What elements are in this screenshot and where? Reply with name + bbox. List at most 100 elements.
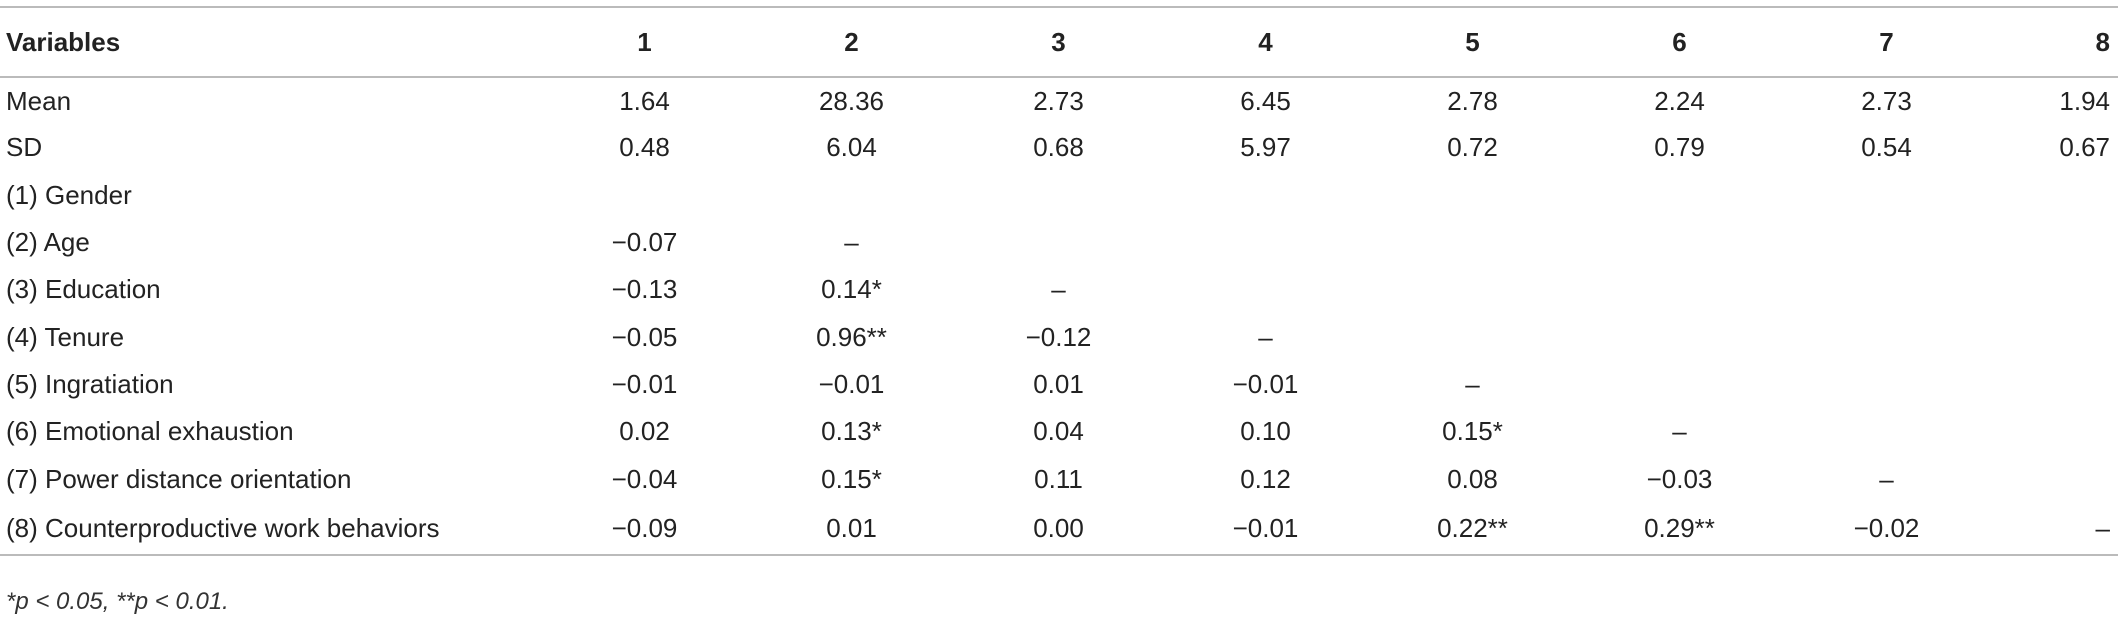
empty-cell bbox=[955, 172, 1162, 219]
cell: 0.14* bbox=[821, 274, 882, 305]
cell: – bbox=[1051, 274, 1066, 305]
cell: −0.03 bbox=[1646, 463, 1713, 494]
empty-cell bbox=[955, 219, 1162, 266]
row-label: (6) Emotional exhaustion bbox=[6, 416, 294, 447]
cell: 0.15* bbox=[1442, 416, 1503, 447]
table-row: (5) Ingratiation −0.01 −0.01 0.01 −0.01 – bbox=[0, 361, 2118, 408]
cell: 0.02 bbox=[619, 416, 670, 447]
empty-cell bbox=[1783, 172, 1990, 219]
cell: −0.01 bbox=[818, 368, 885, 399]
empty-cell bbox=[1783, 219, 1990, 266]
cell: −0.01 bbox=[1232, 368, 1299, 399]
cell: 0.11 bbox=[1034, 463, 1083, 494]
cell: 0.12 bbox=[1240, 463, 1291, 494]
empty-cell bbox=[541, 172, 748, 219]
empty-cell bbox=[1162, 172, 1369, 219]
row-label: (1) Gender bbox=[6, 179, 132, 210]
cell: 0.08 bbox=[1447, 463, 1498, 494]
cell: 1.94 bbox=[2059, 85, 2110, 116]
empty-cell bbox=[1162, 266, 1369, 313]
cell: 0.22** bbox=[1437, 512, 1508, 543]
cell: −0.05 bbox=[611, 321, 678, 352]
empty-cell bbox=[1990, 455, 2118, 502]
empty-cell bbox=[1783, 313, 1990, 360]
cell: −0.12 bbox=[1025, 321, 1092, 352]
cell: 0.72 bbox=[1447, 132, 1498, 163]
header-cell: 7 bbox=[1879, 26, 1894, 57]
cell: 2.73 bbox=[1861, 85, 1912, 116]
cell: 0.00 bbox=[1033, 512, 1084, 543]
empty-cell bbox=[1990, 219, 2118, 266]
table-row: (7) Power distance orientation −0.04 0.15*… bbox=[0, 455, 2118, 502]
cell: 0.79 bbox=[1654, 132, 1705, 163]
footnote: *p < 0.05, **p < 0.01. bbox=[6, 588, 229, 615]
empty-cell bbox=[748, 172, 955, 219]
header-row: Variables 1 2 3 4 5 6 7 8 bbox=[0, 7, 2118, 77]
cell: – bbox=[844, 227, 859, 258]
header-cell: 5 bbox=[1465, 26, 1480, 57]
row-label: (8) Counterproductive work behaviors bbox=[6, 512, 440, 543]
row-label: (3) Education bbox=[6, 274, 161, 305]
empty-cell bbox=[1990, 172, 2118, 219]
cell: 2.78 bbox=[1447, 85, 1498, 116]
cell: 28.36 bbox=[818, 85, 885, 116]
table-row: (4) Tenure −0.05 0.96** −0.12 – bbox=[0, 313, 2118, 360]
cell: −0.09 bbox=[611, 512, 678, 543]
empty-cell bbox=[1576, 219, 1783, 266]
cell: 2.73 bbox=[1033, 85, 1084, 116]
empty-cell bbox=[1162, 219, 1369, 266]
cell: −0.02 bbox=[1853, 512, 1920, 543]
empty-cell bbox=[1369, 313, 1576, 360]
row-label: Mean bbox=[6, 85, 72, 116]
cell: 0.01 bbox=[1033, 368, 1084, 399]
empty-cell bbox=[1576, 313, 1783, 360]
cell: −0.01 bbox=[1232, 512, 1299, 543]
table-row: (6) Emotional exhaustion 0.02 0.13* 0.04 0.1… bbox=[0, 408, 2118, 455]
empty-cell bbox=[1783, 361, 1990, 408]
cell: 0.68 bbox=[1033, 132, 1084, 163]
empty-cell bbox=[1369, 219, 1576, 266]
cell: 2.24 bbox=[1654, 85, 1705, 116]
header-cell: 8 bbox=[2095, 26, 2110, 57]
row-label: (7) Power distance orientation bbox=[6, 463, 352, 494]
empty-cell bbox=[1576, 266, 1783, 313]
cell: −0.04 bbox=[611, 463, 678, 494]
table-row: Mean 1.64 28.36 2.73 6.45 2.78 2.24 2.73 1.94 bbox=[0, 77, 2118, 124]
table-row: (3) Education −0.13 0.14* – bbox=[0, 266, 2118, 313]
table-body: Mean 1.64 28.36 2.73 6.45 2.78 2.24 2.73 1.94 SD 0… bbox=[0, 77, 2118, 555]
table-row: (1) Gender bbox=[0, 172, 2118, 219]
cell: −0.13 bbox=[611, 274, 678, 305]
empty-cell bbox=[1990, 313, 2118, 360]
cell: 1.64 bbox=[619, 85, 670, 116]
cell: 6.45 bbox=[1240, 85, 1291, 116]
cell: 0.10 bbox=[1240, 416, 1291, 447]
cell: 6.04 bbox=[826, 132, 877, 163]
cell: −0.07 bbox=[611, 227, 678, 258]
table-row: SD 0.48 6.04 0.68 5.97 0.72 0.79 0.54 0.67 bbox=[0, 124, 2118, 171]
row-label: (2) Age bbox=[6, 227, 90, 258]
header-cell: 1 bbox=[637, 26, 652, 57]
table-row: (2) Age −0.07 – bbox=[0, 219, 2118, 266]
empty-cell bbox=[1783, 266, 1990, 313]
cell: 5.97 bbox=[1240, 132, 1291, 163]
empty-cell bbox=[1990, 361, 2118, 408]
empty-cell bbox=[1576, 361, 1783, 408]
cell: −0.01 bbox=[611, 368, 678, 399]
empty-cell bbox=[1990, 266, 2118, 313]
cell: 0.29** bbox=[1644, 512, 1715, 543]
header-cell: 2 bbox=[844, 26, 859, 57]
cell: 0.67 bbox=[2059, 132, 2110, 163]
empty-cell bbox=[1990, 408, 2118, 455]
row-label: (4) Tenure bbox=[6, 321, 125, 352]
cell: – bbox=[1258, 321, 1273, 352]
header-cell: 6 bbox=[1672, 26, 1687, 57]
cell: – bbox=[1672, 416, 1687, 447]
cell: 0.04 bbox=[1033, 416, 1084, 447]
row-label: SD bbox=[6, 132, 43, 163]
cell: 0.01 bbox=[826, 512, 877, 543]
correlation-table: Variables 1 2 3 4 5 6 7 8 Mean 1.64 28.36 2.73 6.45 2… bbox=[0, 6, 2118, 556]
header-cell: 4 bbox=[1258, 26, 1273, 57]
cell: 0.54 bbox=[1861, 132, 1912, 163]
cell: 0.13* bbox=[821, 416, 882, 447]
